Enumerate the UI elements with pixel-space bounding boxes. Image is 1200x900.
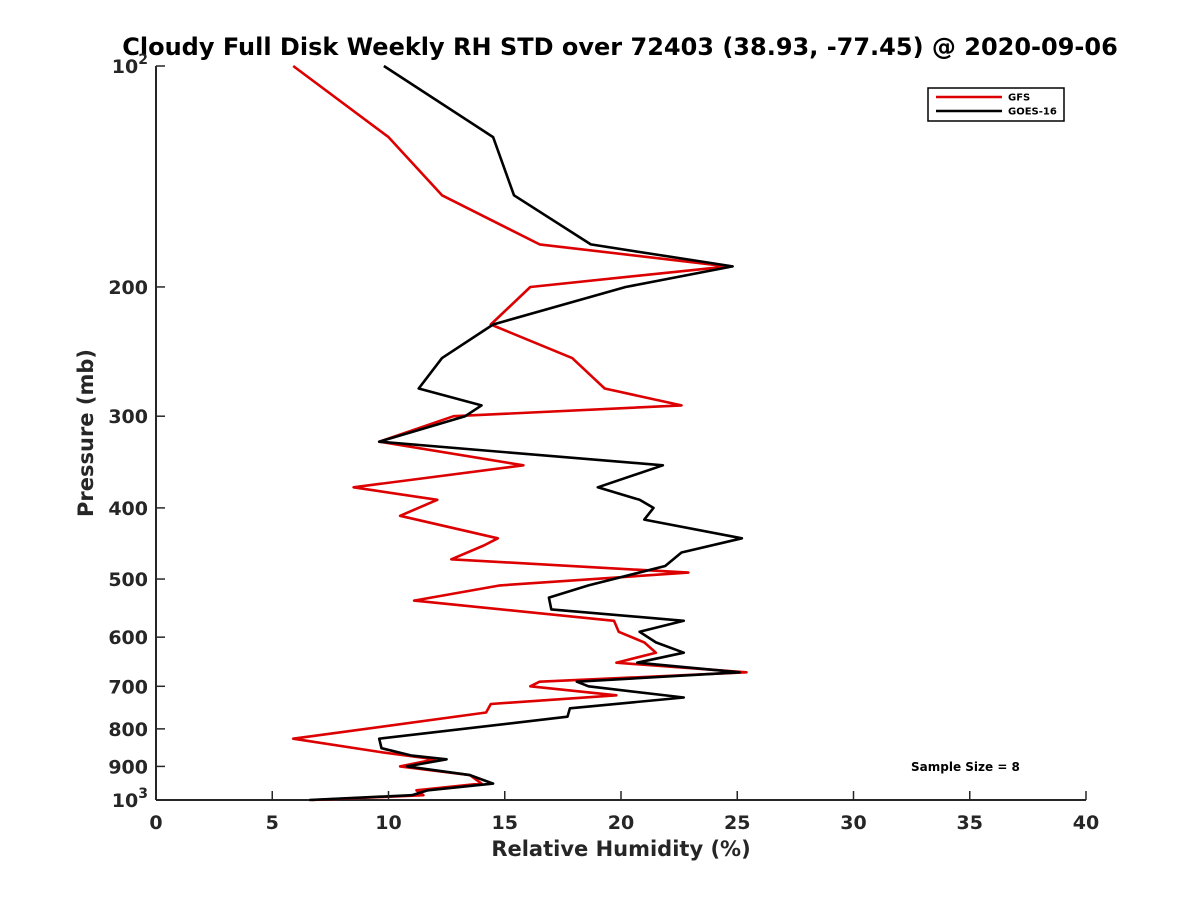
y-tick-label: 103 xyxy=(112,786,148,812)
series-line-goes-16 xyxy=(309,64,744,802)
y-tick-label: 102 xyxy=(112,52,148,78)
series-line-gfs xyxy=(291,64,748,802)
x-axis-label: Relative Humidity (%) xyxy=(491,837,750,861)
y-tick-label: 200 xyxy=(108,277,148,299)
x-tick-label: 20 xyxy=(608,812,634,834)
x-tick-label: 0 xyxy=(149,812,162,834)
y-tick-label: 400 xyxy=(108,498,148,520)
chart-title: Cloudy Full Disk Weekly RH STD over 7240… xyxy=(122,33,1118,61)
x-tick-label: 5 xyxy=(266,812,279,834)
y-tick-label: 600 xyxy=(108,627,148,649)
y-tick-label: 500 xyxy=(108,569,148,591)
x-tick-label: 40 xyxy=(1073,812,1099,834)
plot-area: 0 5 10 15 20 25 30 35 40 102 200 300 400 500 600 700 80… xyxy=(108,52,1099,834)
legend-box xyxy=(927,87,1065,122)
legend-label-goes-16: GOES-16 xyxy=(1008,107,1057,118)
legend: GFS GOES-16 xyxy=(927,87,1065,122)
series-layer xyxy=(291,64,748,802)
y-ticks: 102 200 300 400 500 600 700 800 900 103 xyxy=(108,52,165,812)
y-tick-label: 300 xyxy=(108,406,148,428)
x-tick-label: 15 xyxy=(492,812,518,834)
sample-size-annotation: Sample Size = 8 xyxy=(911,760,1020,774)
x-tick-label: 25 xyxy=(724,812,750,834)
y-axis-label: Pressure (mb) xyxy=(74,349,98,517)
x-ticks: 0 5 10 15 20 25 30 35 40 xyxy=(149,791,1099,834)
x-tick-label: 30 xyxy=(840,812,866,834)
x-tick-label: 10 xyxy=(375,812,401,834)
legend-label-gfs: GFS xyxy=(1008,93,1030,104)
y-tick-label: 700 xyxy=(108,676,148,698)
y-tick-label: 900 xyxy=(108,756,148,778)
y-tick-label: 800 xyxy=(108,719,148,741)
x-tick-label: 35 xyxy=(957,812,983,834)
